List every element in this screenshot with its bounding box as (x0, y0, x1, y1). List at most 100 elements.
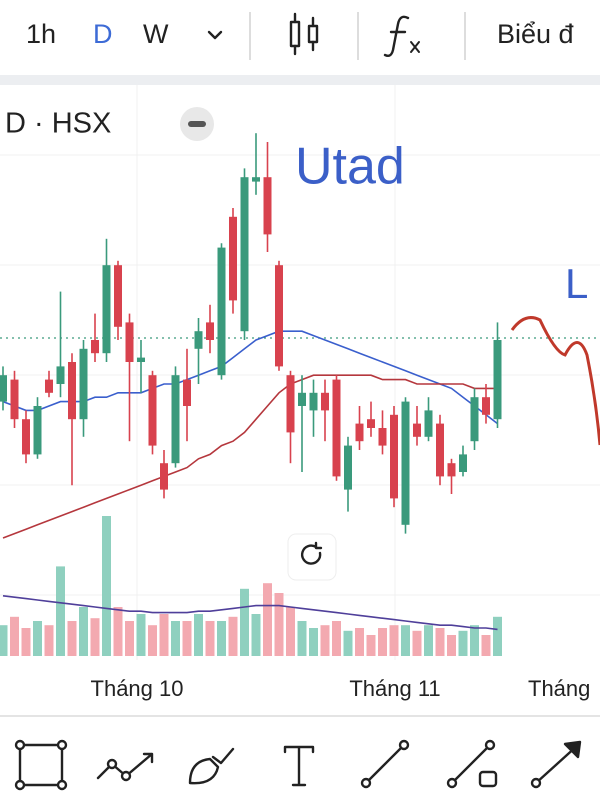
symbol-label: D · HSX (5, 108, 111, 140)
candle-body (125, 322, 134, 362)
candle-body (240, 177, 249, 332)
candle-body (0, 375, 7, 402)
candle-body (309, 392, 318, 411)
volume-bar (274, 593, 284, 656)
reset-button[interactable] (287, 533, 337, 581)
grid (0, 85, 600, 660)
arrow-tool[interactable] (530, 740, 582, 789)
candle-body (367, 419, 375, 428)
ma-line (2, 374, 498, 539)
candle-body (148, 375, 157, 446)
candle-body (183, 379, 191, 406)
interval-w[interactable]: W (143, 19, 169, 49)
plot (0, 133, 502, 656)
indicator-icon[interactable] (383, 15, 420, 58)
candle-body (298, 392, 306, 406)
volume-bar (79, 607, 88, 656)
candle-body (401, 401, 410, 525)
volume-bar (286, 607, 295, 656)
volume-bar (481, 635, 491, 656)
candle-body (68, 362, 76, 420)
annotation: Utad (295, 138, 405, 196)
drawing-curve (510, 316, 600, 446)
volume-bar (251, 614, 261, 656)
candle-body (424, 410, 433, 437)
volume-bar (171, 621, 180, 656)
volume-bar (182, 621, 192, 656)
text-tool[interactable] (283, 745, 315, 787)
candle-body (114, 265, 122, 327)
candle-body (482, 397, 490, 415)
candle-body (217, 247, 226, 376)
candle-body (45, 379, 53, 393)
candle-icon[interactable] (289, 12, 319, 56)
volume-bar (90, 618, 100, 656)
volume-bar (297, 621, 307, 656)
volume-bar (0, 625, 8, 656)
volume-bar (435, 628, 445, 656)
divider (0, 75, 600, 85)
annotation: L (565, 260, 588, 307)
candle-body (79, 348, 88, 420)
candle-body (355, 423, 364, 442)
volume-bar (401, 625, 410, 656)
volume-bar (309, 628, 318, 656)
volume-bar (136, 614, 146, 656)
volume-bar (56, 566, 65, 656)
volume-bar (355, 628, 364, 656)
candle-body (102, 265, 111, 354)
x-axis-label: Tháng (528, 676, 590, 701)
candle-body (56, 366, 65, 384)
brush-tool[interactable] (188, 747, 235, 785)
volume-bar (366, 635, 376, 656)
candle-body (194, 331, 203, 349)
rectangle-tool[interactable] (14, 739, 68, 791)
volume-bar (194, 614, 203, 656)
volume-bar (125, 621, 134, 656)
candle-body (493, 340, 502, 420)
candle-body (91, 340, 99, 354)
volume-bar (67, 621, 77, 656)
candle-body (263, 177, 272, 235)
candle-body (160, 463, 168, 490)
chart-type-button[interactable]: Biểu đ (497, 19, 574, 49)
volume-bar (102, 516, 111, 656)
candle-body (447, 463, 456, 477)
volume-bar (217, 621, 226, 656)
reset-icon (300, 541, 323, 565)
candle-body (344, 445, 352, 490)
candle-body (206, 322, 214, 340)
volume-bar (378, 628, 387, 656)
volume-bar (470, 625, 479, 656)
volume-bar (21, 628, 31, 656)
candle-body (332, 379, 341, 477)
volume-bar (458, 630, 468, 656)
volume-bar (33, 621, 42, 656)
interval-d[interactable]: D (93, 19, 113, 49)
candle-body (436, 423, 444, 477)
volume-bar (240, 588, 249, 656)
volume-bar (148, 625, 157, 656)
interval-dropdown[interactable] (207, 30, 223, 40)
x-axis-label: Tháng 11 (349, 676, 440, 701)
interval-1h[interactable]: 1h (26, 19, 56, 49)
line-tool[interactable] (360, 739, 410, 789)
volume-bar (389, 625, 399, 656)
volume-bar (205, 621, 215, 656)
volume-bar (159, 614, 169, 656)
volume-bar (320, 625, 330, 656)
volume-bar (228, 616, 238, 656)
candle-body (33, 406, 42, 455)
ray-tool[interactable] (446, 739, 498, 789)
volume-bar (10, 616, 19, 656)
candle-body (378, 428, 387, 446)
candle-body (413, 423, 421, 437)
candle-body (10, 379, 19, 420)
candle-body (321, 392, 329, 411)
volume-bar (343, 630, 353, 656)
volume-bar (113, 607, 123, 656)
path-tool[interactable] (96, 752, 154, 782)
volume-bar (332, 621, 341, 656)
candle-body (22, 419, 30, 455)
candle-body (459, 454, 467, 472)
